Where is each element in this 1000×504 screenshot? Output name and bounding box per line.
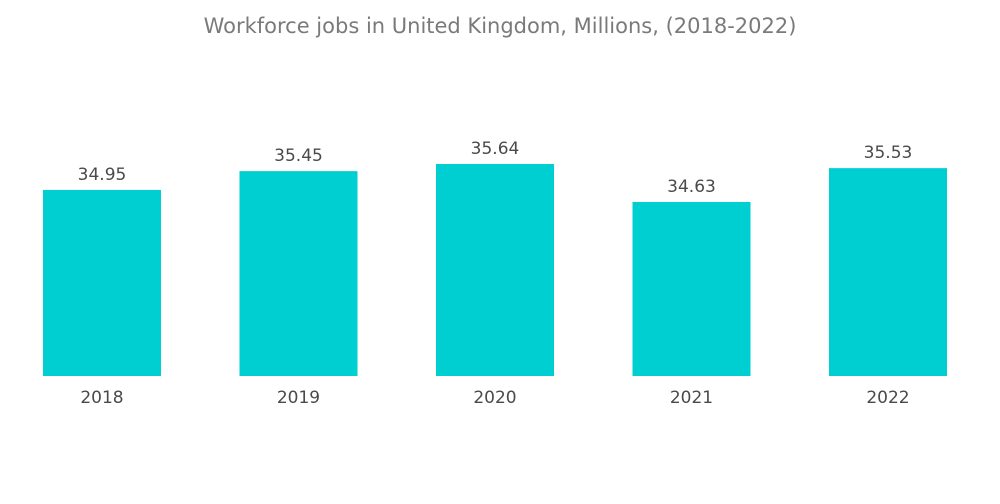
bar-2020 (436, 164, 554, 376)
value-label-2019: 35.45 (274, 146, 323, 166)
value-label-2022: 35.53 (864, 143, 913, 163)
bar-2021 (632, 201, 751, 376)
chart-title: Workforce jobs in United Kingdom, Millio… (203, 14, 797, 38)
bar-2022 (829, 168, 947, 376)
value-label-2021: 34.63 (667, 177, 716, 197)
bar-2019 (239, 171, 358, 376)
x-tick-label-2022: 2022 (866, 388, 909, 408)
x-tick-label-2019: 2019 (277, 388, 320, 408)
x-tick-label-2020: 2020 (473, 388, 516, 408)
x-tick-label-2018: 2018 (80, 388, 123, 408)
value-label-2018: 34.95 (78, 165, 127, 185)
value-label-2020: 35.64 (471, 139, 520, 159)
x-tick-label-2021: 2021 (670, 388, 713, 408)
bar-2018 (43, 189, 161, 376)
